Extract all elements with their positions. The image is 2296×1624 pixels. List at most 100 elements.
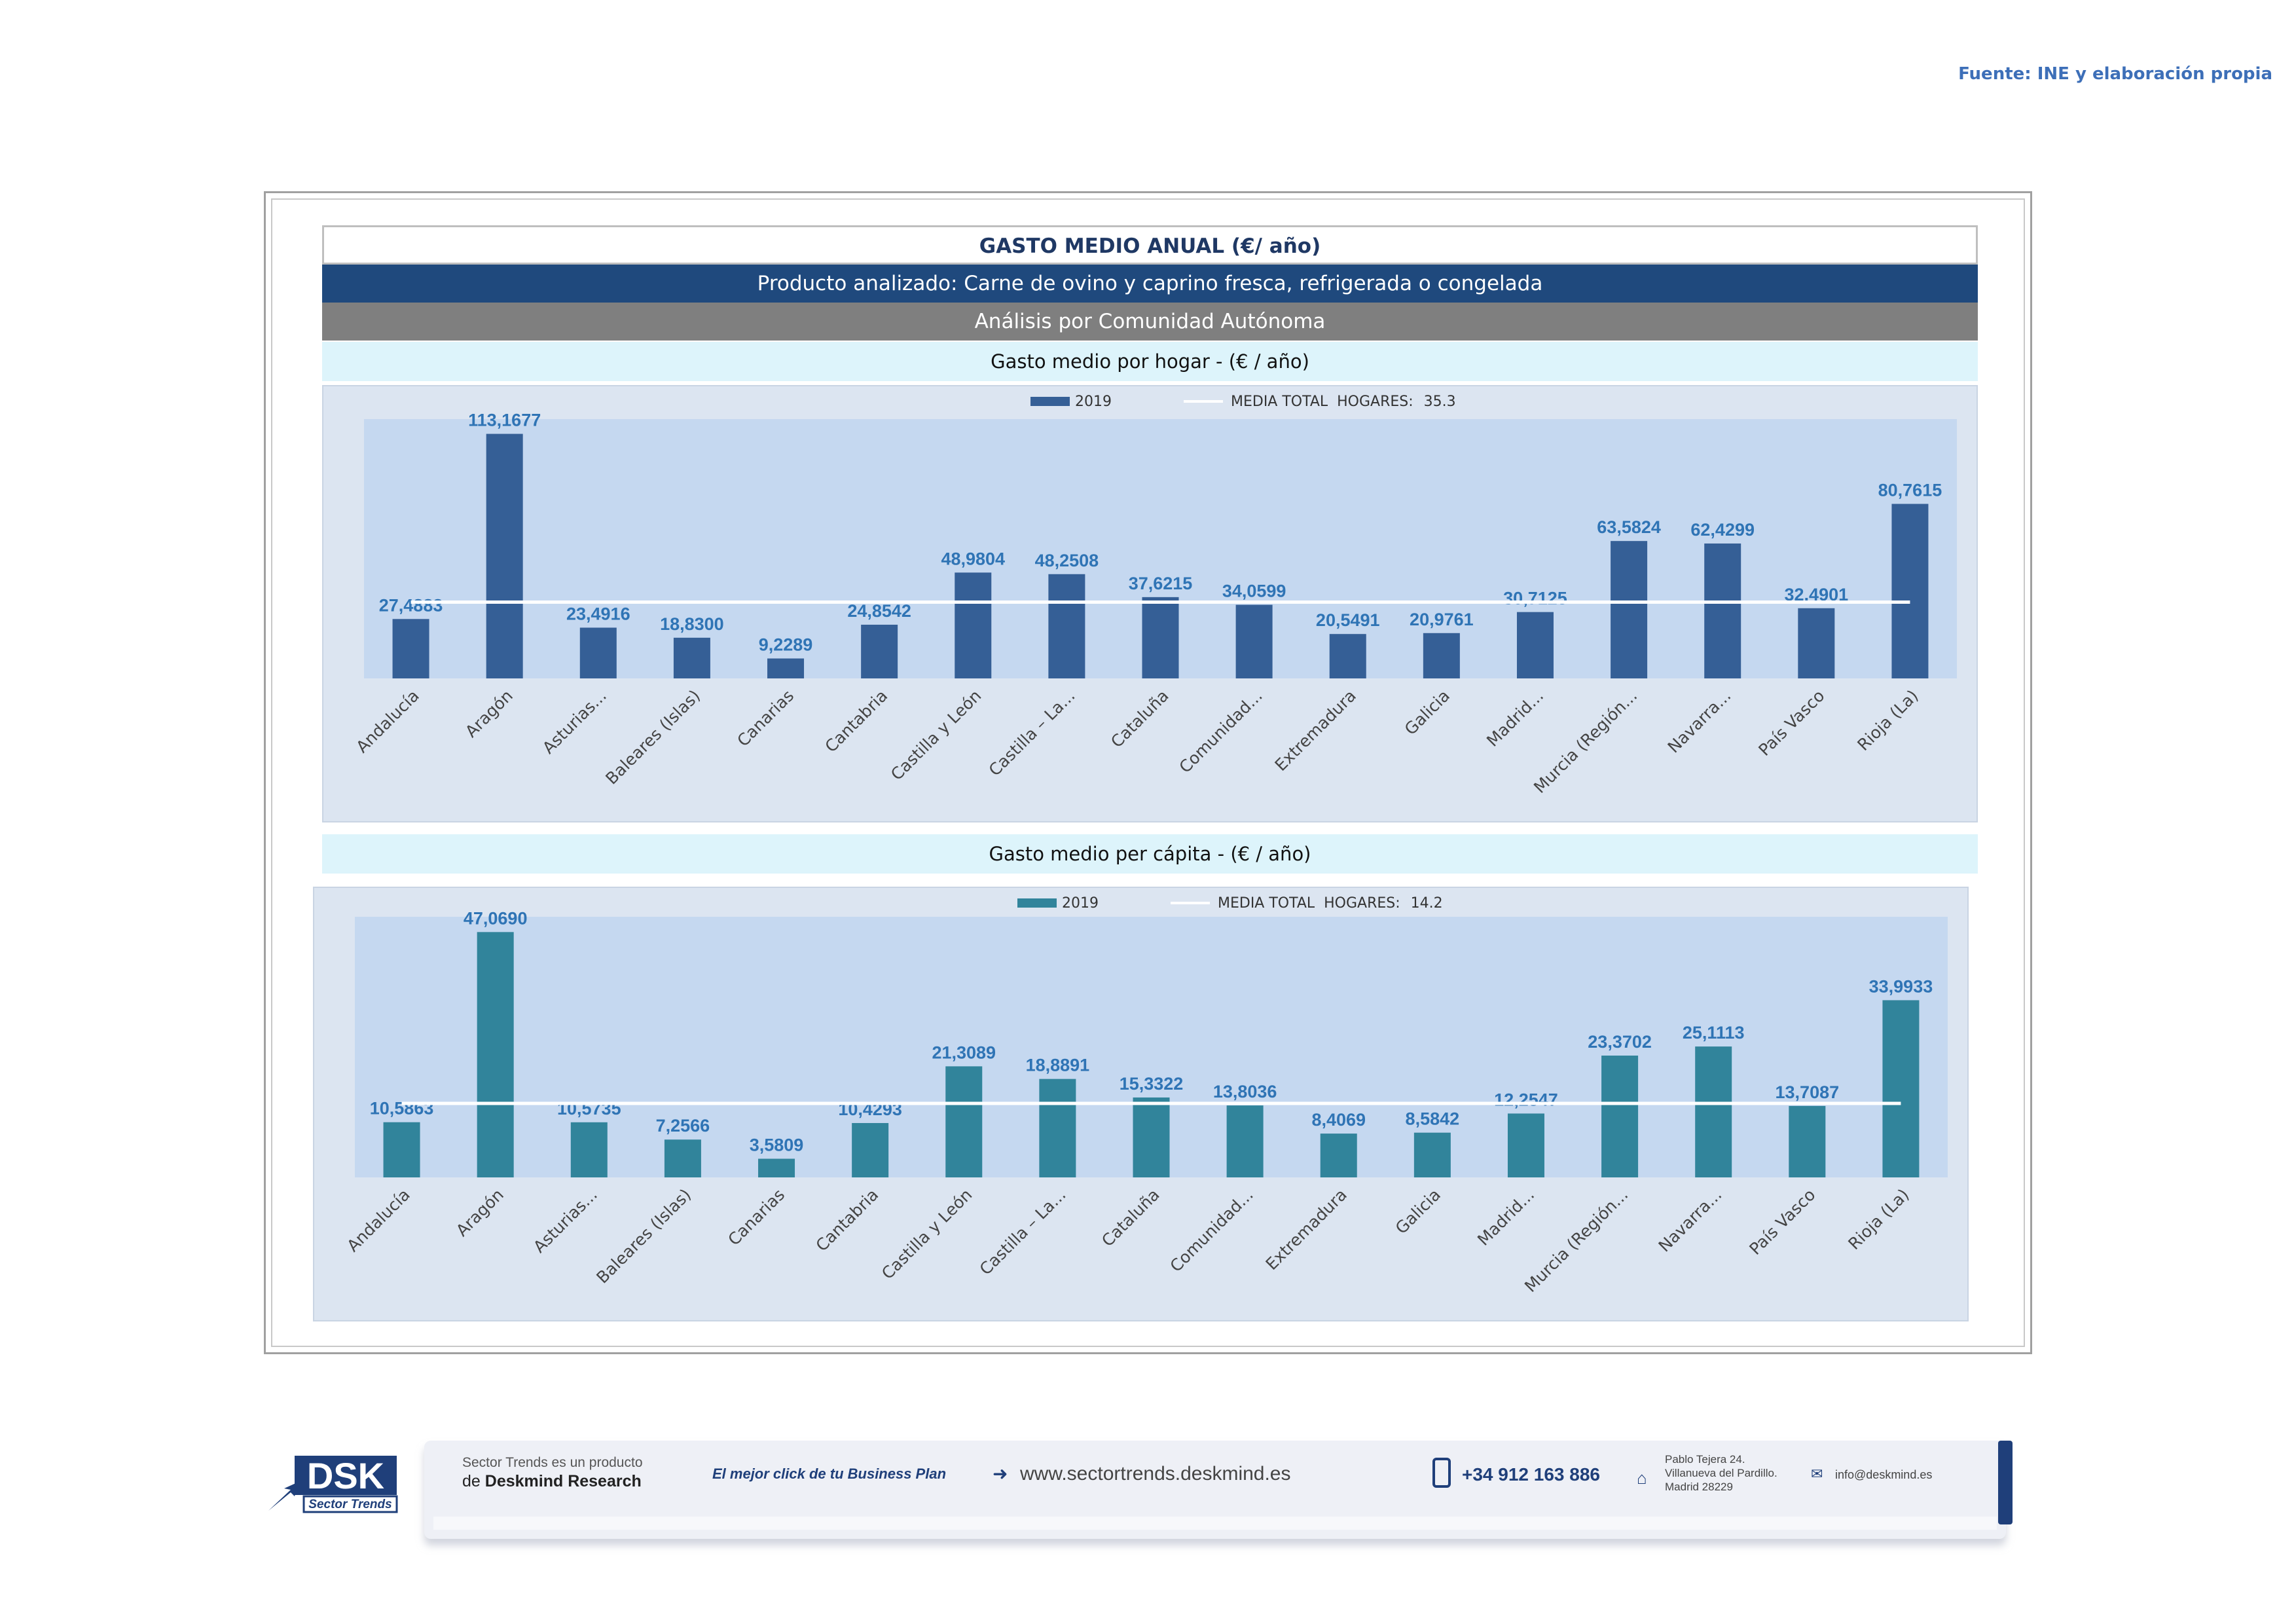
- logo-sub: Sector Trends: [308, 1498, 392, 1511]
- hogar-data-label: 23,4916: [566, 604, 630, 623]
- hogar-bar: [955, 572, 992, 678]
- report-title: GASTO MEDIO ANUAL (€/ año): [322, 225, 1978, 265]
- capita-bar: [1320, 1134, 1357, 1177]
- capita-category-label: Andalucía: [343, 1185, 413, 1255]
- logo-text: DSK: [307, 1455, 384, 1496]
- source-note: Fuente: INE y elaboración propia: [1958, 64, 2272, 84]
- hogar-bar: [486, 434, 523, 678]
- capita-bar: [570, 1122, 608, 1177]
- hogar-category-label: Canarias: [733, 686, 797, 750]
- footer-slogan: El mejor click de tu Business Plan: [712, 1466, 947, 1482]
- capita-bar: [1413, 1132, 1451, 1177]
- capita-category-label: Navarra...: [1655, 1185, 1726, 1256]
- hogar-bar: [579, 627, 617, 678]
- capita-category-label: Rioja (La): [1844, 1185, 1912, 1253]
- hogar-data-label: 48,2508: [1035, 551, 1099, 570]
- capita-category-label: Asturias...: [530, 1185, 601, 1257]
- hogar-data-label: 48,9804: [941, 549, 1005, 568]
- hogar-category-label: Asturias...: [539, 686, 610, 758]
- footer-product-line2: de Deskmind Research: [462, 1472, 642, 1490]
- hogar-data-label: 34,0599: [1222, 581, 1286, 601]
- legend-media-value: 35.3: [1423, 393, 1456, 410]
- hogar-data-label: 37,6215: [1129, 574, 1193, 593]
- hogar-bar: [1329, 634, 1366, 678]
- hogar-bar: [1611, 541, 1648, 678]
- website-link[interactable]: www.sectortrends.deskmind.es: [1020, 1463, 1291, 1485]
- hogar-bar: [1423, 633, 1460, 678]
- capita-bar: [758, 1158, 795, 1177]
- capita-bar: [852, 1122, 889, 1177]
- capita-data-label: 13,7087: [1776, 1082, 1840, 1102]
- analysis-banner: Análisis por Comunidad Autónoma: [322, 303, 1978, 341]
- website-icon: ➜: [993, 1464, 1008, 1484]
- hogar-data-label: 113,1677: [468, 411, 541, 430]
- legend-swatch-2019: [1030, 397, 1070, 406]
- capita-category-label: Canarias: [724, 1185, 788, 1249]
- legend-series-label: 2019: [1062, 895, 1099, 912]
- capita-data-label: 47,0690: [464, 908, 528, 928]
- legend-swatch-2019: [1017, 898, 1057, 908]
- hogar-data-label: 62,4299: [1690, 520, 1755, 540]
- capita-data-label: 15,3322: [1120, 1074, 1184, 1094]
- chart-capita-title: Gasto medio per cápita - (€ / año): [322, 834, 1978, 874]
- hogar-bar: [1235, 604, 1273, 678]
- hogar-data-label: 27,4883: [379, 595, 443, 615]
- footer-banner: Sector Trends es un producto de Deskmind…: [424, 1441, 2013, 1539]
- footer-product-line1: Sector Trends es un producto: [462, 1455, 643, 1470]
- hogar-data-label: 20,5491: [1316, 610, 1380, 630]
- capita-category-label: Baleares (Islas): [592, 1185, 695, 1287]
- capita-data-label: 3,5809: [750, 1135, 804, 1154]
- hogar-bar: [1704, 543, 1741, 678]
- chart-hogar-svg: 27,4883 Andalucía 113,1677 Aragón 23,4916 Ast…: [352, 411, 1942, 797]
- hogar-category-label: Castilla y León: [887, 686, 985, 784]
- capita-bar: [1789, 1105, 1826, 1177]
- hogar-data-label: 9,2289: [759, 635, 813, 655]
- dsk-logo[interactable]: DSK Sector Trends: [264, 1450, 403, 1516]
- capita-data-label: 8,5842: [1406, 1109, 1460, 1129]
- capita-bar: [1133, 1097, 1170, 1177]
- chart-capita-panel: 2019 MEDIA TOTAL HOGARES: 14.2 10,5863 An…: [313, 887, 1969, 1321]
- capita-category-label: País Vasco: [1745, 1185, 1819, 1259]
- hogar-category-label: Extremadura: [1271, 686, 1360, 775]
- hogar-category-label: País Vasco: [1755, 686, 1828, 760]
- address: Pablo Tejera 24. Villanueva del Pardillo.…: [1665, 1453, 1777, 1493]
- capita-data-label: 10,5735: [557, 1099, 621, 1118]
- mail-icon: ✉: [1811, 1466, 1823, 1482]
- chart-hogar-legend: 2019 MEDIA TOTAL HOGARES: 35.3: [1030, 390, 1456, 413]
- hogar-bar: [673, 637, 710, 678]
- capita-data-label: 13,8036: [1213, 1082, 1277, 1101]
- hogar-bar: [1048, 574, 1085, 678]
- legend-media-label: MEDIA TOTAL HOGARES:: [1231, 393, 1413, 410]
- hogar-data-label: 80,7615: [1878, 480, 1942, 500]
- hogar-data-label: 18,8300: [660, 614, 724, 634]
- capita-data-label: 21,3089: [932, 1043, 996, 1062]
- hogar-category-label: Madrid...: [1483, 686, 1547, 750]
- hogar-bar: [1142, 597, 1179, 678]
- hogar-data-label: 30,7125: [1503, 589, 1567, 608]
- hogar-data-label: 24,8542: [847, 601, 911, 621]
- hogar-category-label: Rioja (La): [1853, 686, 1922, 754]
- capita-data-label: 33,9933: [1869, 976, 1933, 996]
- capita-category-label: Galicia: [1392, 1185, 1444, 1238]
- capita-category-label: Extremadura: [1262, 1185, 1351, 1274]
- capita-bar: [664, 1139, 701, 1177]
- capita-category-label: Cantabria: [812, 1185, 883, 1255]
- email-link[interactable]: info@deskmind.es: [1835, 1468, 1933, 1481]
- capita-data-label: 12,2547: [1494, 1090, 1558, 1109]
- capita-bar: [383, 1122, 420, 1177]
- capita-bar: [1882, 1000, 1920, 1177]
- capita-bar: [1039, 1079, 1076, 1177]
- phone-number[interactable]: +34 912 163 886: [1462, 1464, 1600, 1485]
- capita-category-label: Castilla – La...: [976, 1185, 1070, 1279]
- capita-category-label: Castilla y León: [878, 1185, 976, 1283]
- capita-bar: [1601, 1055, 1639, 1177]
- legend-media-label: MEDIA TOTAL HOGARES:: [1218, 895, 1400, 912]
- hogar-bar: [392, 619, 429, 678]
- capita-category-label: Comunidad...: [1167, 1185, 1257, 1276]
- hogar-bar: [767, 658, 805, 678]
- capita-data-label: 7,2566: [656, 1116, 710, 1135]
- chart-capita-svg: 10,5863 Andalucía 47,0690 Aragón 10,5735 Astu…: [343, 908, 1933, 1296]
- hogar-data-label: 20,9761: [1410, 610, 1474, 629]
- hogar-bar: [1891, 504, 1929, 678]
- capita-data-label: 25,1113: [1683, 1023, 1745, 1043]
